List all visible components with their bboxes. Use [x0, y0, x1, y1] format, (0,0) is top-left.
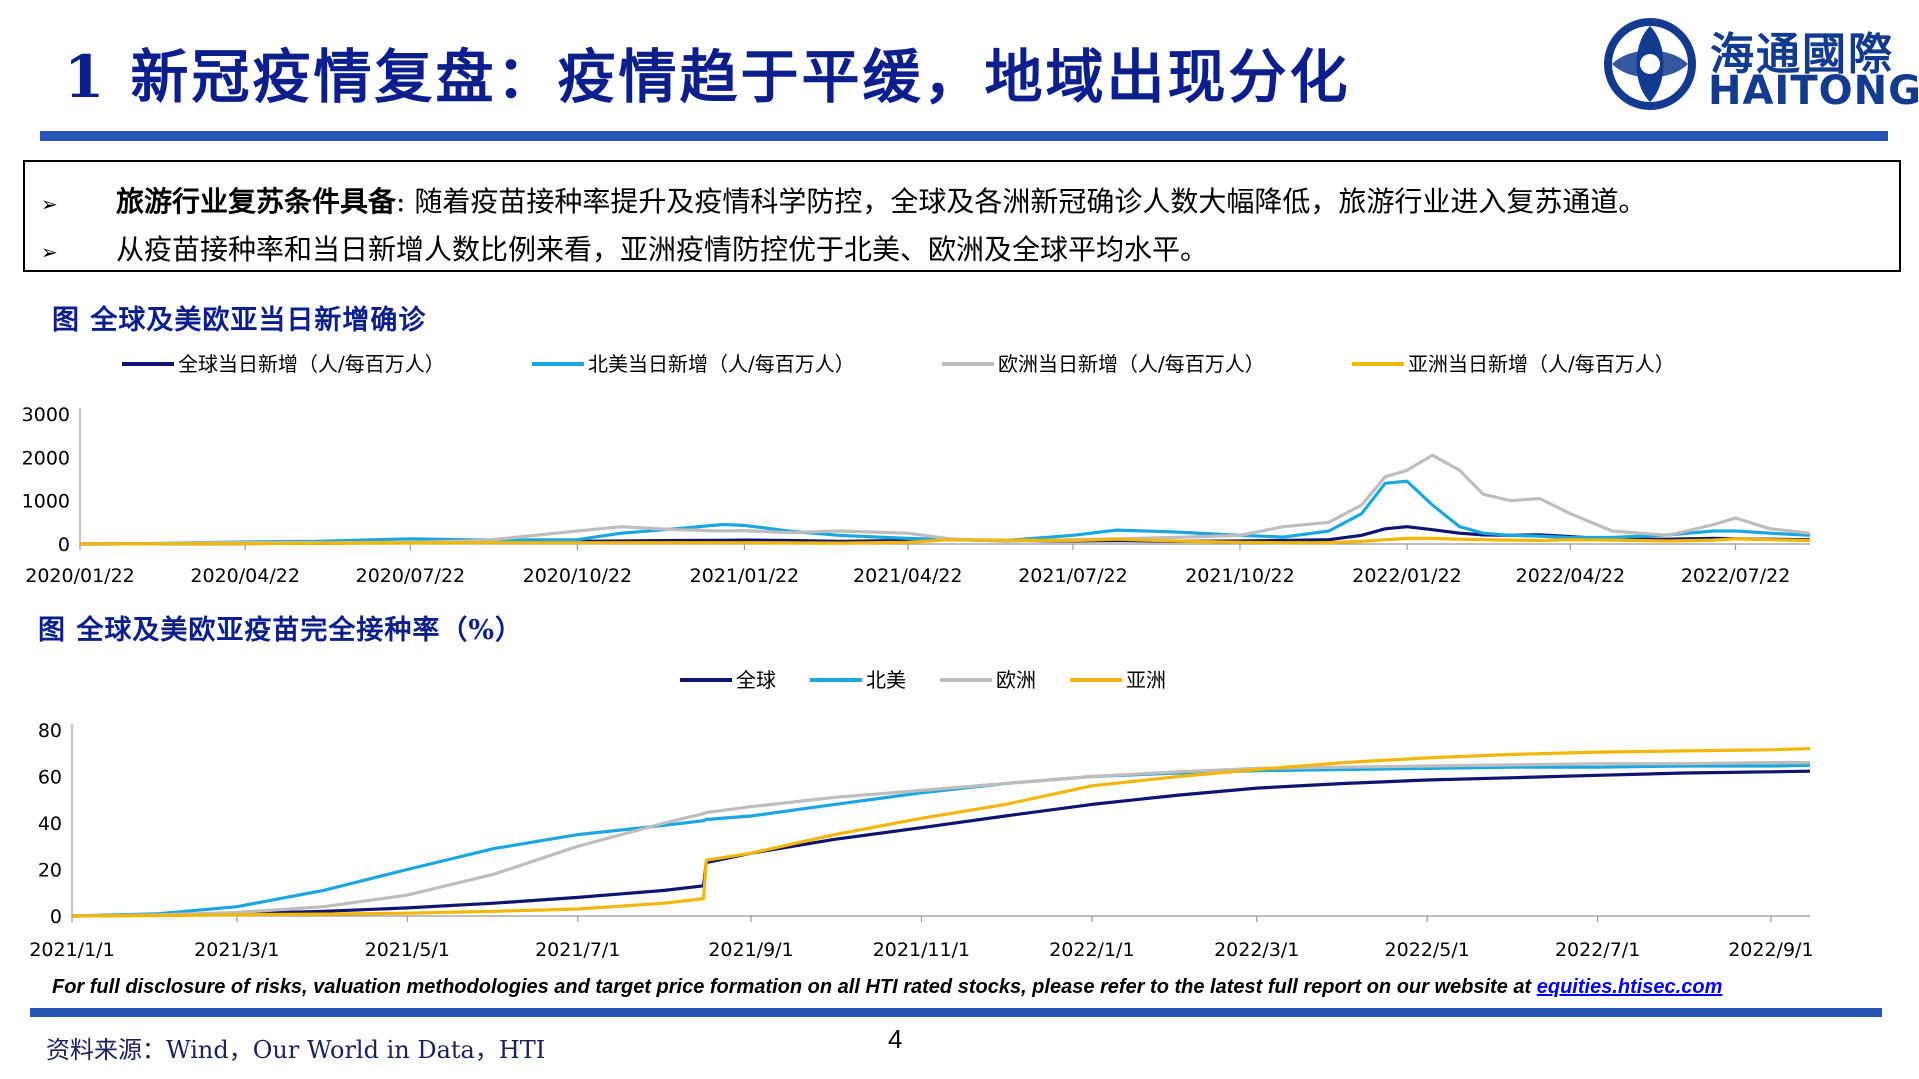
page-number: 4	[888, 1024, 903, 1054]
x-tick-label: 2021/5/1	[365, 939, 450, 961]
bullet-marker-icon: ➢	[41, 240, 58, 264]
page-title: 1 新冠疫情复盘：疫情趋于平缓，地域出现分化	[64, 43, 1351, 111]
legend-item-1: 北美当日新增（人/每百万人）	[532, 352, 855, 376]
x-tick-label: 2020/07/22	[356, 565, 466, 587]
x-tick-label: 2021/7/1	[535, 939, 620, 961]
haitong-logo-icon	[1604, 18, 1696, 110]
bullet-2: ➢ 从疫苗接种率和当日新增人数比例来看，亚洲疫情防控优于北美、欧洲及全球平均水平。	[41, 228, 1208, 268]
x-tick-label: 2021/1/1	[29, 939, 114, 961]
legend-item-1: 北美	[810, 668, 906, 692]
bullet-1-bold: 旅游行业复苏条件具备	[116, 185, 397, 218]
x-tick-label: 2020/04/22	[190, 565, 300, 587]
disclaimer-text: For full disclosure of risks, valuation …	[52, 976, 1537, 998]
footer-divider	[30, 1008, 1882, 1017]
legend-item-0: 全球	[680, 668, 776, 692]
series-line-3	[79, 536, 1811, 546]
legend-item-2: 欧洲	[940, 668, 1036, 692]
disclaimer: For full disclosure of risks, valuation …	[52, 976, 1722, 999]
series-line-2	[79, 453, 1811, 546]
x-tick-label: 2021/10/22	[1185, 565, 1295, 587]
website-link[interactable]: equities.htisec.com	[1536, 976, 1723, 998]
legend-item-3: 亚洲	[1070, 668, 1166, 692]
bullet-marker-icon: ➢	[41, 192, 58, 216]
bullet-1: ➢ 旅游行业复苏条件具备: 随着疫苗接种率提升及疫情科学防控，全球及各洲新冠确诊人…	[41, 180, 1646, 220]
x-tick-label: 2022/5/1	[1385, 939, 1470, 961]
logo: 海通國際 HAITONG	[1598, 14, 1919, 114]
y-tick-label: 2000	[22, 447, 70, 469]
legend-label: 北美当日新增（人/每百万人）	[588, 352, 855, 376]
x-tick-label: 2021/01/22	[690, 565, 800, 587]
x-tick-label: 2022/07/22	[1681, 565, 1791, 587]
legend-label: 欧洲当日新增（人/每百万人）	[998, 352, 1265, 376]
x-tick-label: 2022/7/1	[1555, 939, 1640, 961]
chart-vaccination-rate: 0 20 40 60 80 2021/1/1 2021/3/1 2021/5/1 2021/7/…	[29, 668, 1813, 961]
x-tick-label: 2021/11/1	[873, 939, 970, 961]
legend-item-0: 全球当日新增（人/每百万人）	[122, 352, 445, 376]
legend-item-3: 亚洲当日新增（人/每百万人）	[1352, 352, 1675, 376]
x-tick-label: 2020/10/22	[523, 565, 633, 587]
legend-label: 全球当日新增（人/每百万人）	[178, 352, 445, 376]
chart1-title: 图 全球及美欧亚当日新增确诊	[52, 305, 427, 336]
y-tick-label: 60	[38, 767, 62, 789]
legend-label: 亚洲	[1126, 668, 1166, 692]
series-line-1	[79, 479, 1811, 546]
legend-label: 北美	[866, 668, 906, 692]
x-tick-label: 2020/01/22	[25, 565, 135, 587]
y-tick-label: 0	[58, 534, 70, 556]
x-tick-label: 2022/01/22	[1352, 565, 1462, 587]
legend-label: 欧洲	[996, 668, 1036, 692]
x-tick-label: 2021/04/22	[853, 565, 963, 587]
x-tick-label: 2022/9/1	[1728, 939, 1813, 961]
logo-text-cn: 海通國際	[1710, 29, 1894, 80]
x-tick-label: 2022/3/1	[1214, 939, 1299, 961]
header-divider	[40, 131, 1888, 141]
legend-item-2: 欧洲当日新增（人/每百万人）	[942, 352, 1265, 376]
x-tick-label: 2021/07/22	[1018, 565, 1128, 587]
chart2-title: 图 全球及美欧亚疫苗完全接种率（%）	[38, 615, 524, 646]
logo-text-en: HAITONG	[1708, 68, 1919, 114]
chart-daily-new-cases: 0 1000 2000 3000 2020/01/22 2020/04/22 2020/07…	[22, 352, 1811, 587]
x-tick-label: 2021/3/1	[194, 939, 279, 961]
y-tick-label: 80	[38, 720, 62, 742]
x-tick-label: 2022/04/22	[1516, 565, 1626, 587]
legend-label: 亚洲当日新增（人/每百万人）	[1408, 352, 1675, 376]
y-tick-label: 1000	[22, 491, 70, 513]
summary-box: ➢ 旅游行业复苏条件具备: 随着疫苗接种率提升及疫情科学防控，全球及各洲新冠确诊人…	[23, 160, 1901, 272]
y-tick-label: 20	[38, 860, 62, 882]
bullet-2-text: 从疫苗接种率和当日新增人数比例来看，亚洲疫情防控优于北美、欧洲及全球平均水平。	[116, 233, 1209, 266]
y-tick-label: 0	[50, 906, 62, 928]
bullet-1-text: : 随着疫苗接种率提升及疫情科学防控，全球及各洲新冠确诊人数大幅降低，旅游行业进…	[396, 185, 1647, 218]
source-note: 资料来源：Wind，Our World in Data，HTI	[46, 1036, 546, 1064]
y-tick-label: 40	[38, 813, 62, 835]
series-line-3	[71, 747, 1811, 918]
x-tick-label: 2022/1/1	[1049, 939, 1134, 961]
series-line-2	[71, 760, 1810, 918]
legend-label: 全球	[736, 668, 776, 692]
x-tick-label: 2021/9/1	[708, 939, 793, 961]
series-line-1	[71, 763, 1811, 918]
series-line-0	[71, 769, 1811, 918]
y-tick-label: 3000	[22, 404, 70, 426]
